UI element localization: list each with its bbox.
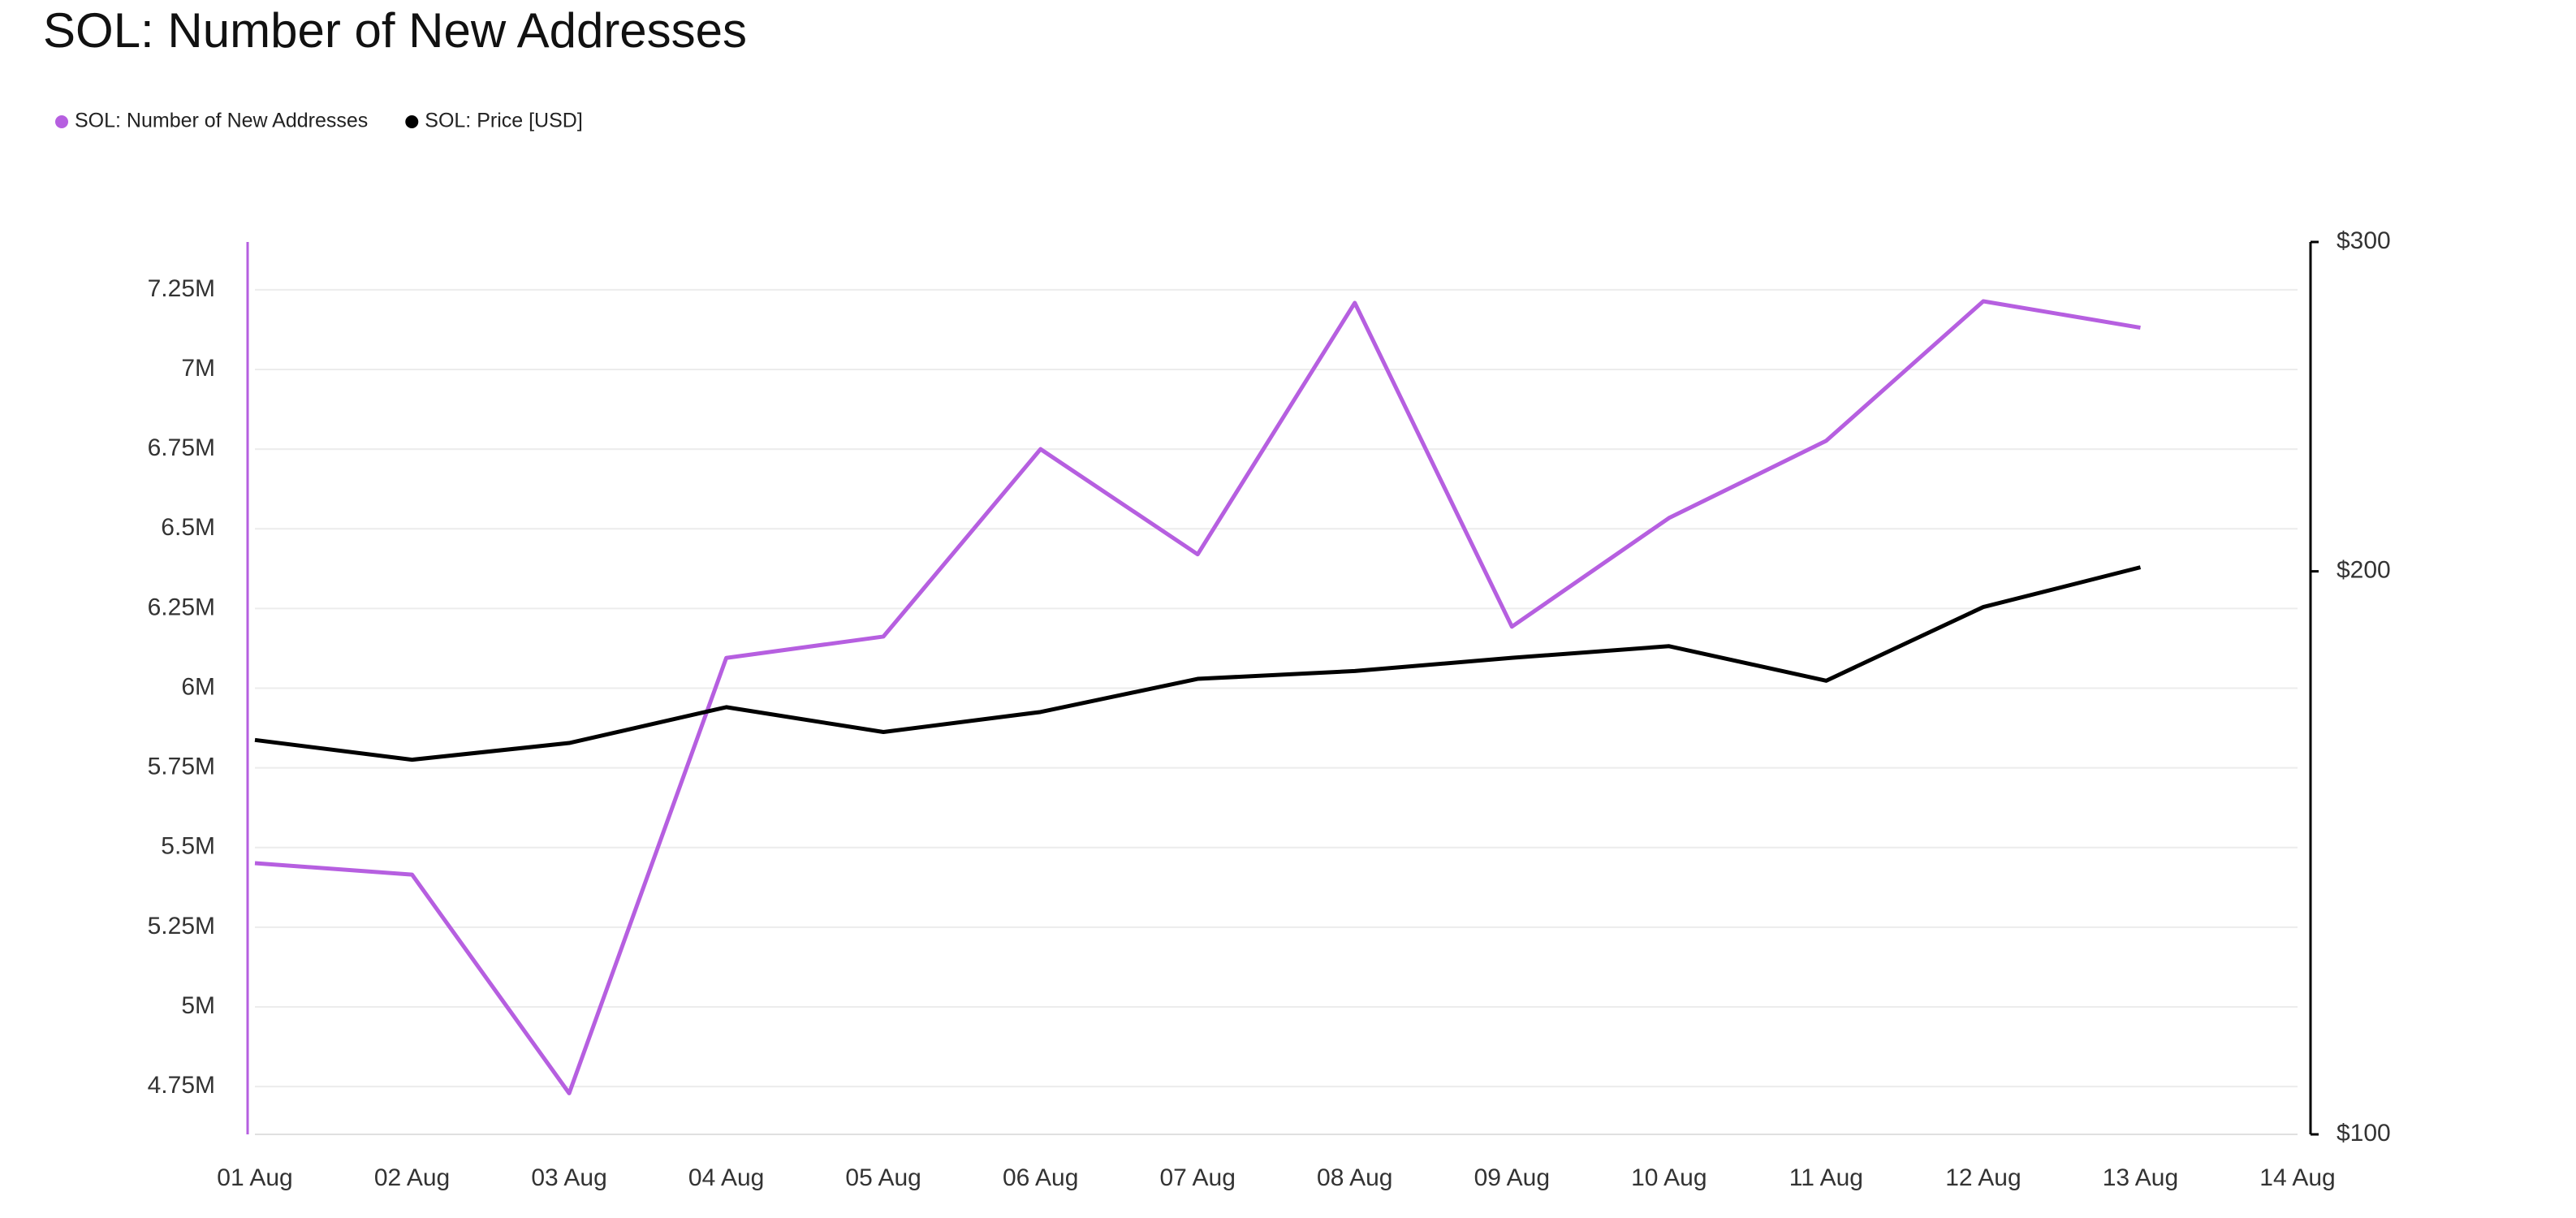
x-tick-label: 06 Aug	[1003, 1164, 1078, 1191]
x-tick-label: 02 Aug	[374, 1164, 450, 1191]
x-tick-label: 10 Aug	[1631, 1164, 1707, 1191]
y2-tick-label: $300	[2337, 227, 2391, 254]
chart-title: SOL: Number of New Addresses	[43, 3, 747, 58]
x-tick-label: 03 Aug	[531, 1164, 606, 1191]
y-tick-label: 7M	[181, 355, 215, 382]
y-tick-label: 6.5M	[161, 514, 215, 541]
y-tick-label: 4.75M	[148, 1072, 215, 1099]
y2-tick-label: $100	[2337, 1120, 2391, 1147]
y-tick-label: 5.5M	[161, 833, 215, 860]
x-tick-label: 05 Aug	[845, 1164, 921, 1191]
series-line	[254, 565, 2142, 762]
x-tick-label: 13 Aug	[2103, 1164, 2178, 1191]
x-tick-label: 12 Aug	[1945, 1164, 2021, 1191]
legend-marker	[55, 115, 68, 128]
x-tick-label: 08 Aug	[1317, 1164, 1392, 1191]
x-tick-label: 14 Aug	[2259, 1164, 2335, 1191]
y-tick-label: 7.25M	[148, 275, 215, 302]
y-tick-label: 5.75M	[148, 754, 215, 780]
legend-label: SOL: Price [USD]	[425, 110, 583, 132]
legend-label: SOL: Number of New Addresses	[75, 110, 368, 132]
x-tick-label: 11 Aug	[1789, 1164, 1863, 1191]
x-tick-label: 04 Aug	[688, 1164, 764, 1191]
x-tick-label: 09 Aug	[1474, 1164, 1550, 1191]
y-tick-label: 5M	[181, 992, 215, 1019]
y-tick-label: 5.25M	[148, 913, 215, 939]
series-line	[254, 299, 2141, 1095]
y2-tick-label: $200	[2337, 557, 2391, 584]
y-tick-label: 6M	[181, 673, 215, 700]
y-tick-label: 6.75M	[148, 434, 215, 461]
x-tick-label: 07 Aug	[1160, 1164, 1236, 1191]
x-tick-label: 01 Aug	[217, 1164, 292, 1191]
y-tick-label: 6.25M	[148, 594, 215, 620]
legend-marker	[405, 115, 419, 128]
